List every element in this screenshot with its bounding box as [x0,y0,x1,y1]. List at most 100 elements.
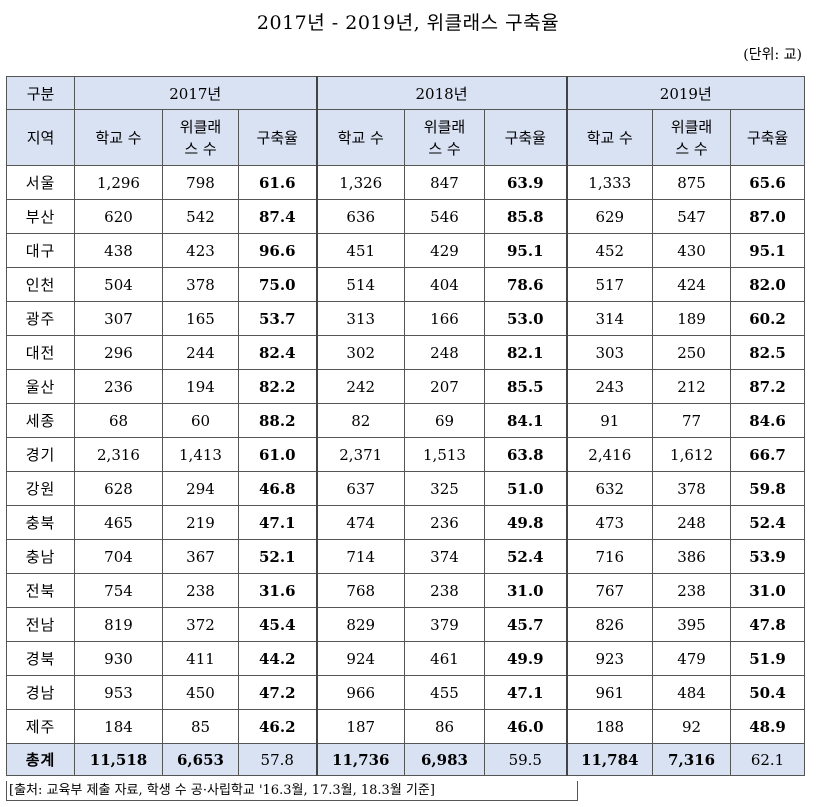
region-cell: 강원 [6,471,75,506]
region-cell: 경북 [6,641,75,676]
wee-count-cell: 395 [652,607,732,642]
wee-count-cell: 1,413 [162,437,239,472]
region-cell: 광주 [6,301,75,336]
unit-label: (단위: 교) [743,47,802,63]
table-row: 대구 438 423 96.6 451 429 95.1 452 430 95.1 [6,233,806,268]
rate-cell: 82.1 [483,335,568,370]
rate-cell: 82.4 [238,335,317,370]
wee-count-cell: 6,983 [404,743,485,776]
wee-count-cell: 189 [652,301,732,336]
wee-count-cell: 166 [404,301,485,336]
school-count-cell: 451 [315,233,405,268]
wee-count-cell: 250 [652,335,732,370]
wee-count-cell: 423 [162,233,239,268]
header-rate-2018: 구축율 [483,109,568,166]
school-count-cell: 452 [565,233,654,268]
region-cell: 충남 [6,539,75,574]
school-count-cell: 924 [315,641,405,676]
rate-cell: 63.9 [483,165,568,200]
school-count-cell: 82 [315,403,405,438]
school-count-cell: 302 [315,335,405,370]
wee-count-cell: 85 [162,709,239,744]
rate-cell: 96.6 [238,233,317,268]
school-count-cell: 767 [565,573,654,608]
header-wee-count-2019: 위클래 스 수 [652,109,732,166]
school-count-cell: 236 [74,369,163,404]
table-row: 충북 465 219 47.1 474 236 49.8 473 248 52.4 [6,505,806,540]
wee-class-table: 구분 2017년 2018년 2019년 지역 학교 수 위클래 스 수 구축율 … [6,76,806,776]
rate-cell: 52.4 [730,505,806,540]
wee-count-cell: 294 [162,471,239,506]
school-count-cell: 307 [74,301,163,336]
wee-count-cell: 69 [404,403,485,438]
total-row: 총계 11,518 6,653 57.8 11,736 6,983 59.5 11,784 7,… [6,743,806,776]
school-count-cell: 242 [315,369,405,404]
school-count-cell: 2,316 [74,437,163,472]
wee-count-cell: 374 [404,539,485,574]
wee-count-cell: 455 [404,675,485,710]
header-wee-count-2018: 위클래 스 수 [404,109,485,166]
rate-cell: 53.7 [238,301,317,336]
header-year-2017: 2017년 [74,76,317,110]
region-cell: 인천 [6,267,75,302]
wee-count-cell: 238 [162,573,239,608]
school-count-cell: 2,371 [315,437,405,472]
table-row: 경기 2,316 1,413 61.0 2,371 1,513 63.8 2,416 1,612… [6,437,806,472]
wee-count-cell: 547 [652,199,732,234]
wee-count-cell: 546 [404,199,485,234]
school-count-cell: 504 [74,267,163,302]
school-count-cell: 184 [74,709,163,744]
wee-count-cell: 244 [162,335,239,370]
rate-cell: 59.5 [483,743,568,776]
rate-cell: 82.5 [730,335,806,370]
rate-cell: 85.8 [483,199,568,234]
header-year-2018: 2018년 [315,76,568,110]
school-count-cell: 754 [74,573,163,608]
school-count-cell: 961 [565,675,654,710]
wee-count-cell: 238 [652,573,732,608]
region-cell: 전북 [6,573,75,608]
region-cell: 울산 [6,369,75,404]
school-count-cell: 11,736 [315,743,405,776]
rate-cell: 82.0 [730,267,806,302]
rate-cell: 47.1 [483,675,568,710]
school-count-cell: 953 [74,675,163,710]
wee-count-cell: 7,316 [652,743,732,776]
wee-count-cell: 212 [652,369,732,404]
school-count-cell: 465 [74,505,163,540]
rate-cell: 47.2 [238,675,317,710]
school-count-cell: 1,326 [315,165,405,200]
school-count-cell: 629 [565,199,654,234]
table-row: 전남 819 372 45.4 829 379 45.7 826 395 47.8 [6,607,806,642]
rate-cell: 75.0 [238,267,317,302]
wee-count-cell: 236 [404,505,485,540]
rate-cell: 63.8 [483,437,568,472]
school-count-cell: 474 [315,505,405,540]
header-school-count-2018: 학교 수 [315,109,405,166]
school-count-cell: 819 [74,607,163,642]
school-count-cell: 826 [565,607,654,642]
wee-count-cell: 542 [162,199,239,234]
rate-cell: 65.6 [730,165,806,200]
rate-cell: 47.1 [238,505,317,540]
header-row-columns: 지역 학교 수 위클래 스 수 구축율 학교 수 위클래 스 수 구축율 학교 수 … [6,109,806,166]
header-region: 지역 [6,109,75,166]
rate-cell: 53.0 [483,301,568,336]
region-cell: 세종 [6,403,75,438]
school-count-cell: 637 [315,471,405,506]
wee-count-cell: 194 [162,369,239,404]
page-title: 2017년 - 2019년, 위클래스 구축율 [256,12,560,34]
wee-count-cell: 6,653 [162,743,239,776]
wee-count-cell: 1,612 [652,437,732,472]
school-count-cell: 314 [565,301,654,336]
rate-cell: 87.0 [730,199,806,234]
wee-count-cell: 60 [162,403,239,438]
wee-count-cell: 450 [162,675,239,710]
wee-count-cell: 77 [652,403,732,438]
school-count-cell: 11,518 [74,743,163,776]
header-rate-2019: 구축율 [730,109,806,166]
header-wee-count-2017: 위클래 스 수 [162,109,239,166]
school-count-cell: 636 [315,199,405,234]
school-count-cell: 473 [565,505,654,540]
school-count-cell: 514 [315,267,405,302]
